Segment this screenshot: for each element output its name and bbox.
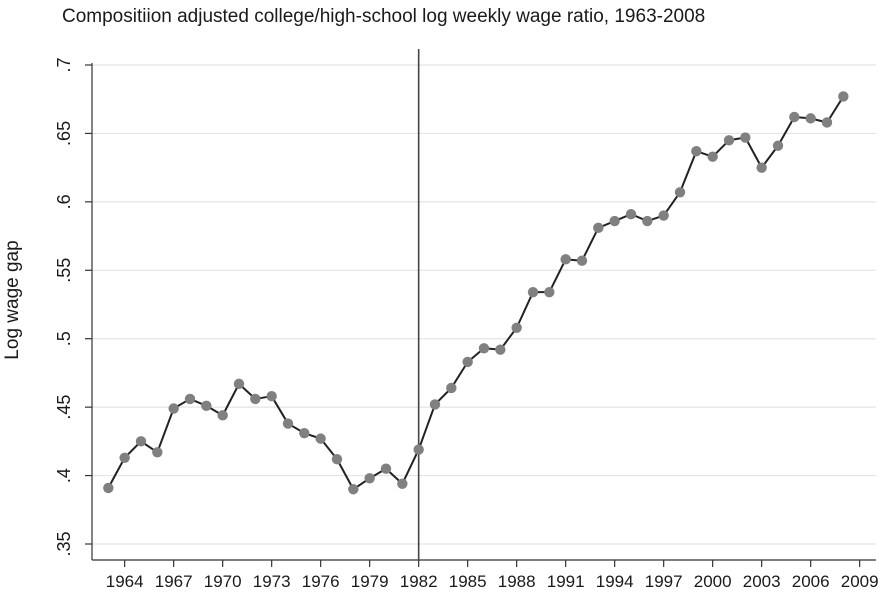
data-point-1984 xyxy=(446,382,457,394)
data-point-1964 xyxy=(119,452,130,463)
data-point-1980 xyxy=(380,463,392,474)
data-point-1994 xyxy=(609,215,620,227)
x-tick-label-4: 1976 xyxy=(302,572,340,591)
axes: .35 .4 .45 .5 .55 .6 .65 .7 1964 1967 1970 1973 1976… xyxy=(54,57,879,591)
series-group xyxy=(107,95,845,491)
data-point-1979 xyxy=(364,473,375,484)
data-point-1989 xyxy=(527,286,539,298)
data-point-1997 xyxy=(658,210,669,221)
data-point-2007 xyxy=(821,117,833,128)
data-point-1963 xyxy=(103,482,114,494)
data-point-2001 xyxy=(723,135,735,146)
y-tick-label-2: .45 xyxy=(54,395,74,420)
data-point-1986 xyxy=(478,343,490,354)
data-point-1998 xyxy=(674,187,686,198)
x-tick-label-2: 1970 xyxy=(204,572,242,591)
data-point-2000 xyxy=(707,151,718,162)
series-line-0 xyxy=(107,95,845,491)
data-point-1970 xyxy=(217,410,228,421)
x-tick-label-9: 1991 xyxy=(547,572,585,591)
x-tick-label-7: 1985 xyxy=(449,572,487,591)
x-tick-label-6: 1982 xyxy=(400,572,438,591)
x-tick-label-12: 2000 xyxy=(694,572,732,591)
y-tick-label-0: .35 xyxy=(54,531,74,556)
x-tick-label-0: 1964 xyxy=(106,572,144,591)
data-point-1978 xyxy=(348,484,359,495)
data-point-1973 xyxy=(266,390,277,402)
data-point-1992 xyxy=(576,255,588,266)
data-point-1982 xyxy=(413,444,424,455)
y-axis-label: Log wage gap xyxy=(2,240,23,359)
data-point-2006 xyxy=(805,113,816,124)
x-tick-label-8: 1988 xyxy=(498,572,536,591)
x-tick-label-10: 1994 xyxy=(596,572,634,591)
data-point-1993 xyxy=(593,222,604,234)
data-point-1999 xyxy=(691,146,702,157)
x-tick-label-13: 2003 xyxy=(743,572,781,591)
data-point-2004 xyxy=(772,140,784,151)
data-point-2005 xyxy=(789,111,800,123)
data-point-1991 xyxy=(560,254,571,265)
data-point-1966 xyxy=(152,447,163,458)
x-tick-label-3: 1973 xyxy=(253,572,291,591)
data-point-1990 xyxy=(544,286,555,298)
data-point-1988 xyxy=(511,322,522,333)
data-point-1971 xyxy=(233,378,245,390)
y-tick-label-5: .6 xyxy=(54,194,74,209)
data-point-1981 xyxy=(397,478,408,489)
x-tick-label-15: 2009 xyxy=(841,572,879,591)
x-tick-label-11: 1997 xyxy=(645,572,683,591)
data-point-1976 xyxy=(315,433,326,444)
data-point-1995 xyxy=(625,208,637,220)
y-tick-label-4: .55 xyxy=(54,258,74,283)
y-tick-label-3: .5 xyxy=(54,331,74,346)
data-point-1987 xyxy=(495,344,506,355)
x-tick-label-5: 1979 xyxy=(351,572,389,591)
data-point-2008 xyxy=(838,91,849,102)
data-point-1977 xyxy=(331,453,343,465)
data-point-2002 xyxy=(740,132,751,143)
data-point-1965 xyxy=(135,436,147,447)
data-point-1969 xyxy=(201,400,212,411)
data-point-1975 xyxy=(299,427,310,439)
data-point-1967 xyxy=(168,403,179,414)
data-point-1972 xyxy=(250,393,261,405)
y-tick-label-7: .7 xyxy=(54,57,74,72)
chart-title: Compositiion adjusted college/high-schoo… xyxy=(62,6,705,27)
data-point-2003 xyxy=(756,162,767,173)
data-point-1983 xyxy=(429,399,441,410)
y-tick-label-1: .4 xyxy=(54,468,74,483)
data-point-1968 xyxy=(184,393,196,405)
grid-lines xyxy=(92,64,876,545)
data-point-1974 xyxy=(282,418,294,429)
x-tick-label-1: 1967 xyxy=(155,572,193,591)
y-tick-label-6: .65 xyxy=(54,121,74,146)
x-tick-label-14: 2006 xyxy=(792,572,830,591)
data-point-1996 xyxy=(642,215,653,227)
markers-group xyxy=(103,91,849,495)
data-point-1985 xyxy=(462,356,473,368)
